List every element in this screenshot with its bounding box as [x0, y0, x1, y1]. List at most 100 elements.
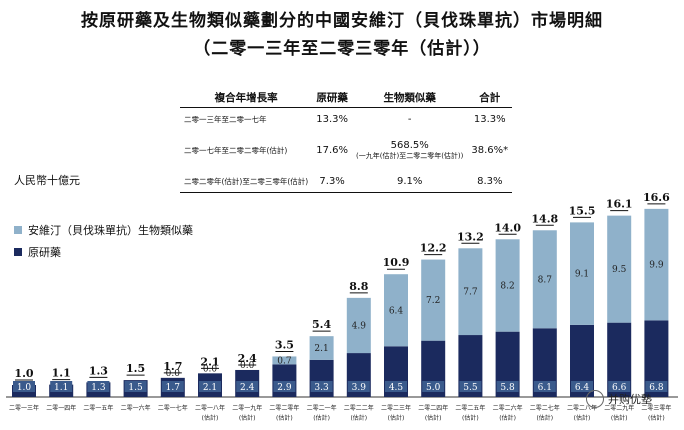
data-label-originator: 5.8 — [500, 383, 515, 393]
cagr-total: 13.3% — [473, 113, 506, 125]
cagr-header-total: 合計 — [467, 88, 513, 108]
cagr-period: 二零一三年至二零一七年 — [184, 114, 267, 124]
data-label-originator: 1.0 — [17, 383, 32, 393]
x-tick-label: 二零二六年 — [493, 404, 523, 412]
x-tick-label-sub: (估計) — [350, 414, 367, 422]
cagr-biosimilar-note: (一九年(估計)至二零二零年(估計)) — [356, 151, 464, 160]
x-tick-label: 二零一九年 — [232, 404, 262, 412]
legend-label-originator: 原研藥 — [28, 246, 61, 259]
data-label-originator: 6.8 — [649, 383, 664, 393]
x-tick-label-sub: (估計) — [648, 414, 665, 422]
x-tick-label: 二零一七年 — [158, 404, 188, 412]
cagr-biosimilar: 568.5% — [390, 139, 429, 151]
bar-biosimilar — [346, 297, 371, 354]
x-tick-label: 二零二八年 — [567, 404, 597, 412]
cagr-row: 二零一三年至二零一七年 13.3% - 13.3% — [180, 108, 512, 131]
data-label-total: 5.4 — [312, 318, 331, 331]
cagr-originator: 13.3% — [316, 113, 348, 125]
data-label-biosimilar: 0.0 — [166, 369, 181, 379]
bar-biosimilar — [421, 259, 446, 341]
data-label-biosimilar: 2.1 — [314, 344, 328, 354]
bar-biosimilar — [570, 222, 594, 325]
data-label-originator-box — [273, 381, 296, 392]
data-label-biosimilar: 6.4 — [389, 306, 404, 316]
cagr-total: 8.3% — [467, 170, 513, 193]
data-label-total: 3.5 — [275, 338, 294, 351]
data-label-total: 8.8 — [349, 280, 368, 293]
data-label-total: 13.2 — [457, 230, 484, 243]
x-tick-label: 二零二九年 — [604, 404, 634, 412]
data-label-originator-box — [310, 381, 333, 392]
data-label-total: 1.1 — [52, 367, 71, 380]
data-label-total: 1.5 — [126, 362, 145, 375]
data-label-originator: 6.1 — [538, 383, 552, 393]
data-label-biosimilar: 0.0 — [203, 364, 218, 374]
data-label-biosimilar: 9.9 — [649, 261, 664, 271]
data-label-total: 1.7 — [163, 360, 182, 373]
data-label-originator: 2.1 — [203, 383, 217, 393]
x-tick-label-sub: (估計) — [536, 414, 553, 422]
data-label-originator-box — [645, 381, 668, 392]
x-tick-label-sub: (估計) — [313, 414, 330, 422]
cagr-period: 二零二零年(估計)至二零三零年(估計) — [180, 170, 313, 193]
legend-swatch-biosimilar — [14, 226, 22, 234]
data-label-biosimilar: 9.1 — [575, 270, 589, 280]
cagr-total: 38.6%* — [471, 144, 509, 156]
x-tick-label: 二零二零年 — [269, 404, 299, 412]
bar-biosimilar — [458, 248, 483, 336]
wechat-icon — [586, 390, 604, 408]
x-tick-label: 二零一四年 — [46, 404, 76, 412]
data-label-originator: 2.9 — [277, 383, 292, 393]
cagr-row: 二零一七年至二零二零年(估計) 17.6% 568.5% (一九年(估計)至二零… — [180, 130, 512, 170]
cagr-biosimilar: - — [407, 113, 412, 125]
x-tick-label: 二零一六年 — [121, 404, 151, 412]
chart-subtitle: （二零一三年至二零三零年（估計）） — [193, 39, 491, 59]
data-label-originator: 6.4 — [575, 383, 590, 393]
data-label-originator-box — [50, 381, 73, 392]
cagr-originator: 7.3% — [312, 170, 352, 193]
x-tick-label-sub: (估計) — [462, 414, 479, 422]
data-label-biosimilar: 0.7 — [277, 356, 292, 366]
data-label-originator-box — [533, 381, 556, 392]
bar-biosimilar — [495, 239, 520, 332]
data-label-total: 16.6 — [643, 191, 670, 204]
data-label-originator: 6.6 — [612, 383, 627, 393]
x-tick-label: 二零二五年 — [455, 404, 485, 412]
cagr-row: 二零二零年(估計)至二零三零年(估計) 7.3% 9.1% 8.3% — [180, 170, 513, 193]
cagr-table: 複合年增長率 原研藥 生物類似藥 合計 二零一三年至二零一七年 13.3% - … — [180, 88, 513, 193]
data-label-biosimilar: 9.5 — [612, 265, 627, 275]
data-label-originator: 5.0 — [426, 383, 441, 393]
data-label-originator: 3.3 — [314, 383, 329, 393]
x-tick-label-sub: (估計) — [499, 414, 516, 422]
cagr-header-row: 複合年增長率 原研藥 生物類似藥 合計 — [180, 88, 513, 108]
x-tick-label-sub: (估計) — [574, 414, 591, 422]
data-label-originator-box — [13, 381, 35, 392]
data-label-originator-box — [124, 381, 147, 392]
legend-swatch-originator — [14, 248, 22, 256]
legend-originator: 原研藥 — [14, 244, 61, 260]
cagr-header-biosimilar: 生物類似藥 — [352, 88, 468, 108]
x-tick-label: 二零一五年 — [83, 404, 113, 412]
data-label-originator-box — [199, 381, 221, 392]
data-label-total: 2.1 — [200, 355, 219, 368]
data-label-originator-box — [608, 381, 631, 392]
data-label-originator: 5.5 — [463, 383, 478, 393]
bar-biosimilar — [532, 230, 557, 329]
data-label-originator-box — [422, 381, 445, 392]
x-tick-label: 二零二三年 — [381, 404, 411, 412]
data-label-originator-box — [571, 381, 593, 392]
bar-biosimilar — [644, 208, 669, 321]
x-tick-label: 二零二四年 — [418, 404, 448, 412]
data-label-biosimilar: 4.9 — [352, 321, 367, 331]
bar-biosimilar — [272, 356, 297, 365]
cagr-header-period: 複合年增長率 — [180, 88, 313, 108]
x-tick-label: 二零一八年 — [195, 404, 225, 412]
data-label-originator-box — [347, 381, 370, 392]
cagr-biosimilar-cell: 568.5% (一九年(估計)至二零二零年(估計)) — [352, 130, 467, 170]
unit-label: 人民幣十億元 — [14, 174, 80, 187]
legend-biosimilar: 安維汀（貝伐珠單抗）生物類似藥 — [14, 222, 193, 238]
data-label-biosimilar: 0.0 — [240, 361, 255, 371]
data-label-originator-box — [496, 381, 519, 392]
data-label-total: 10.9 — [383, 256, 410, 269]
